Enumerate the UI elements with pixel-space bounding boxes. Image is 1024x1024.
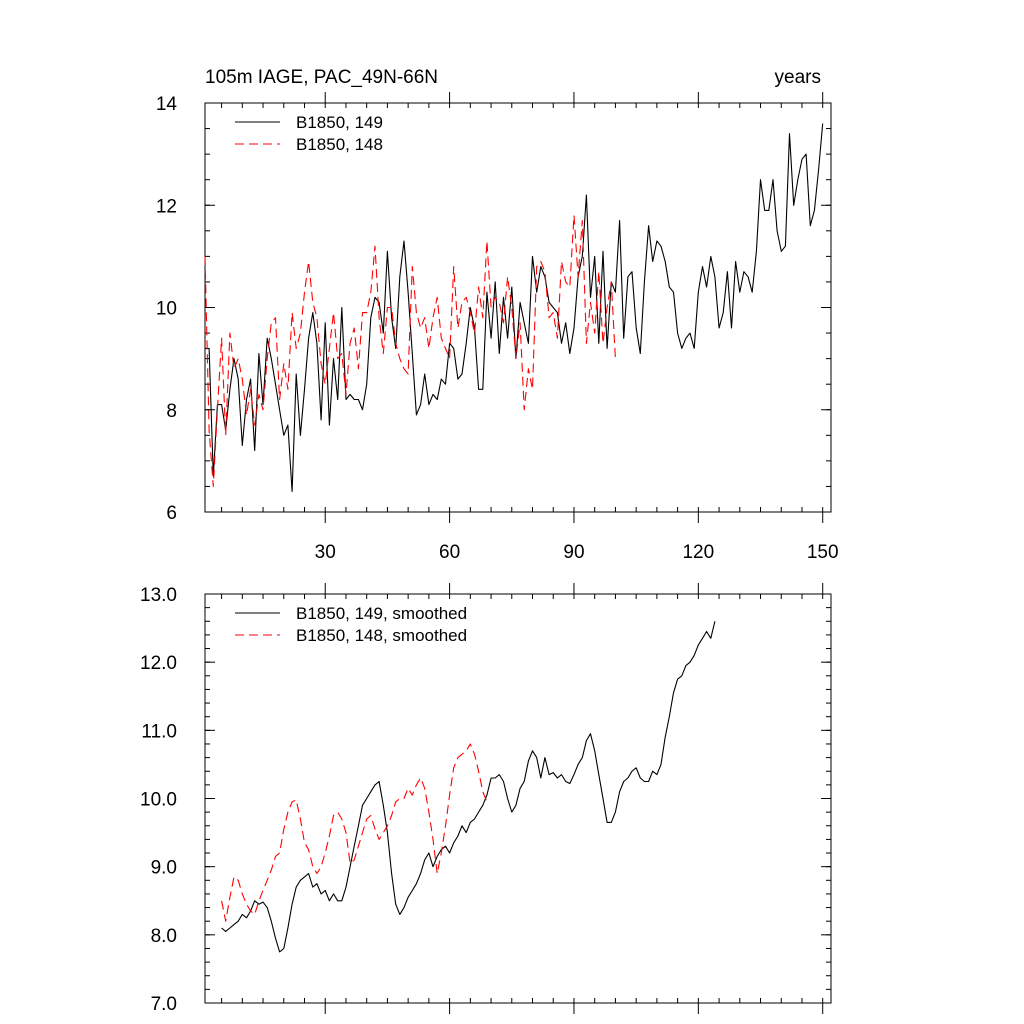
bottom-y-tick-label: 12.0	[140, 653, 177, 674]
top-x-tick-label: 150	[807, 542, 839, 563]
bottom-series-lines	[221, 621, 716, 953]
top-series-lines	[204, 123, 824, 493]
top-y-tick-label: 14	[156, 94, 178, 115]
top-plot-frame	[204, 102, 832, 513]
bottom-y-tick-label: 10.0	[140, 790, 177, 811]
bottom-y-tick-label: 7.0	[151, 994, 177, 1015]
top-y-tick-label: 8	[166, 401, 177, 422]
top-x-tick-label: 120	[682, 542, 714, 563]
legend-label-148-smoothed: B1850, 148, smoothed	[296, 626, 467, 645]
bottom-series-line-0	[221, 621, 716, 953]
top-x-tick-label: 60	[439, 542, 460, 563]
top-series-line-1	[204, 214, 616, 487]
top-axis-ticks: 6 8 10 12 14 30 60 90 120 150	[156, 92, 839, 563]
top-legend: B1850, 149 B1850, 148	[235, 113, 383, 154]
bottom-axis-ticks: 7.0 8.0 9.0 10.0 11.0 12.0 13.0	[140, 583, 831, 1015]
top-x-tick-label: 90	[563, 542, 584, 563]
bottom-y-tick-label: 11.0	[141, 721, 177, 742]
bottom-legend: B1850, 149, smoothed B1850, 148, smoothe…	[235, 604, 467, 645]
bottom-panel: 7.0 8.0 9.0 10.0 11.0 12.0 13.0 B1850, 149, sm…	[140, 583, 832, 1015]
legend-label-148: B1850, 148	[296, 135, 383, 154]
legend-label-149-smoothed: B1850, 149, smoothed	[296, 604, 467, 623]
bottom-y-tick-label: 13.0	[140, 585, 177, 606]
top-series-line-0	[205, 123, 824, 493]
bottom-y-tick-label: 8.0	[151, 926, 177, 947]
legend-label-149: B1850, 149	[296, 113, 383, 132]
top-y-tick-label: 10	[156, 299, 177, 320]
top-y-tick-label: 6	[166, 503, 177, 524]
chart-title-right: years	[775, 67, 821, 88]
top-y-tick-label: 12	[156, 196, 177, 217]
bottom-series-line-1	[221, 743, 488, 922]
bottom-y-tick-label: 9.0	[151, 858, 177, 879]
chart-title: 105m IAGE, PAC_49N-66N	[205, 67, 438, 88]
top-x-tick-label: 30	[315, 542, 336, 563]
